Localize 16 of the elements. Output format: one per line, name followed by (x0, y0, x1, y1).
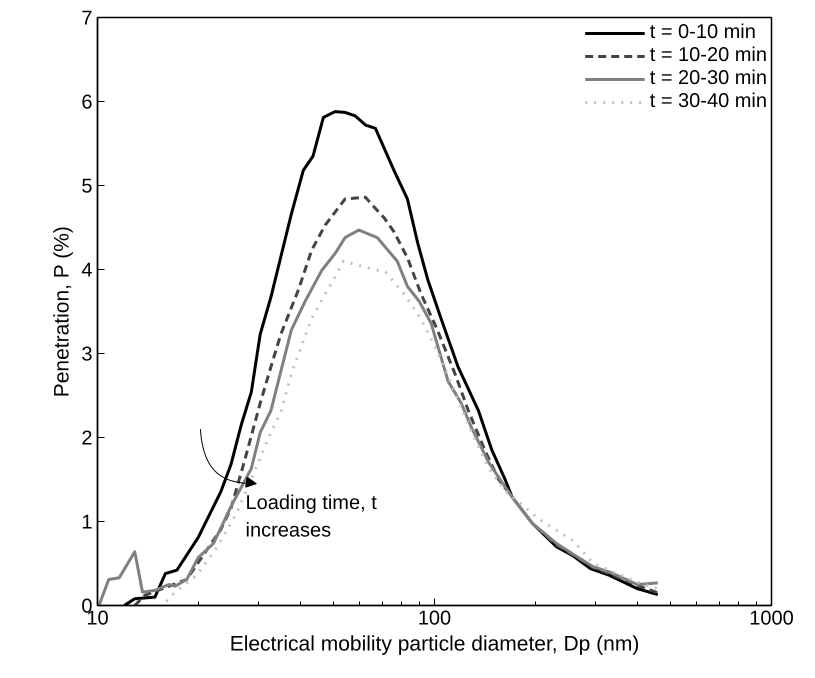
y-tick-label: 3 (81, 344, 92, 366)
legend-label: t = 10-20 min (650, 44, 767, 67)
legend-label: t = 0-10 min (650, 21, 756, 44)
y-tick-label: 2 (81, 428, 92, 450)
x-axis-title: Electrical mobility particle diameter, Dp (nm) (230, 632, 640, 656)
legend-label: t = 20-30 min (650, 67, 767, 90)
x-tick-label: 100 (418, 608, 452, 630)
y-axis-title: Penetration, P (%) (50, 226, 74, 398)
legend-label: t = 30-40 min (650, 90, 767, 113)
y-tick-label: 6 (81, 92, 92, 114)
annotation: Loading time, t increases (246, 492, 378, 542)
x-tick-label: 1000 (749, 608, 794, 630)
y-tick-label: 4 (81, 260, 92, 282)
y-tick-label: 5 (81, 176, 92, 198)
y-tick-label: 1 (81, 512, 92, 534)
y-tick-label: 7 (81, 8, 92, 30)
